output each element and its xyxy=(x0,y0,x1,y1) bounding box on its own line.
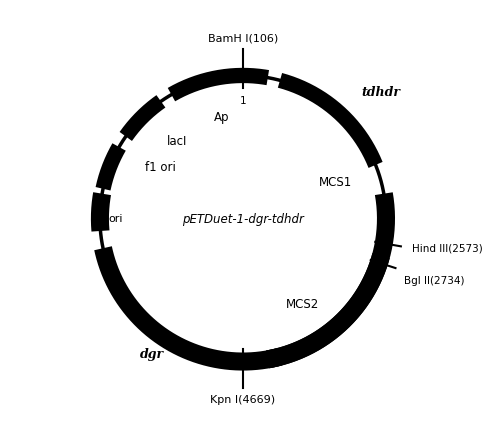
Text: dgr: dgr xyxy=(140,347,164,360)
Text: 1: 1 xyxy=(240,96,247,106)
Text: lacI: lacI xyxy=(167,134,187,148)
Text: MCS1: MCS1 xyxy=(319,175,352,188)
Text: pETDuet-1-dgr-tdhdr: pETDuet-1-dgr-tdhdr xyxy=(182,212,304,226)
Text: tdhdr: tdhdr xyxy=(361,86,400,99)
Text: BamH I(106): BamH I(106) xyxy=(208,34,278,44)
Text: Kpn I(4669): Kpn I(4669) xyxy=(210,394,275,404)
Text: Hind III(2573): Hind III(2573) xyxy=(412,243,483,253)
Text: MCS2: MCS2 xyxy=(286,297,319,311)
Polygon shape xyxy=(95,215,105,223)
Text: f1 ori: f1 ori xyxy=(145,161,176,174)
Text: ori: ori xyxy=(109,214,123,224)
Text: Ap: Ap xyxy=(214,111,229,124)
Text: Bgl II(2734): Bgl II(2734) xyxy=(404,276,464,286)
